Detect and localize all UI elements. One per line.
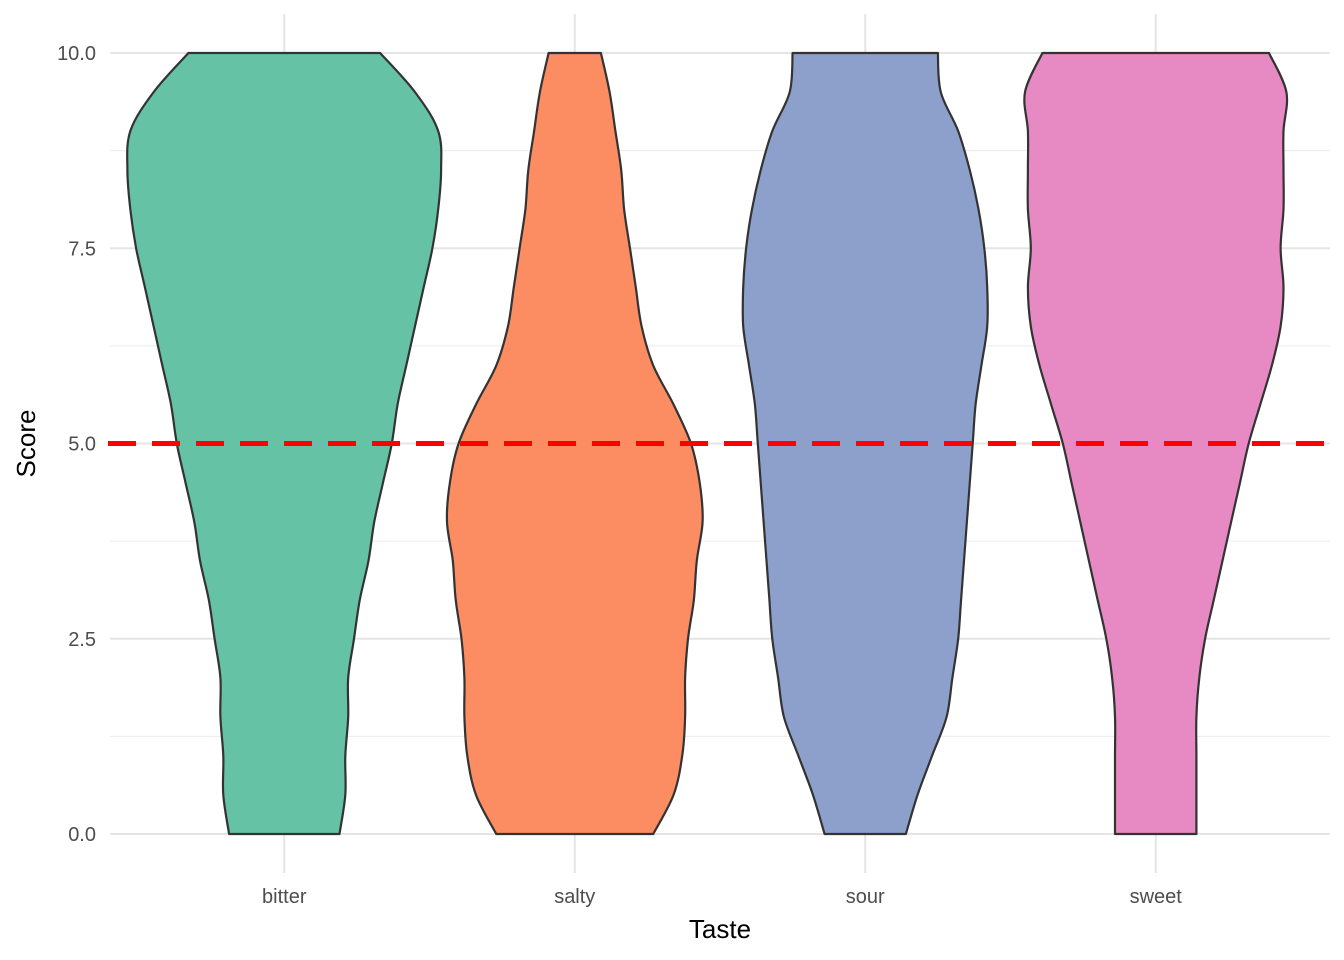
y-axis-title: Score bbox=[11, 410, 41, 478]
x-tick-label: sour bbox=[846, 886, 885, 908]
axis-layer: 0.0 2.5 5.0 7.5 10.0 bitter salty sour sweet bbox=[57, 43, 1182, 908]
x-tick-label: sweet bbox=[1130, 886, 1183, 908]
x-tick-label: bitter bbox=[262, 886, 307, 908]
violin-sweet bbox=[1023, 51, 1289, 836]
x-axis-title: Taste bbox=[689, 914, 751, 944]
y-tick-label: 2.5 bbox=[68, 629, 96, 651]
x-tick-label: salty bbox=[554, 886, 595, 908]
y-tick-label: 0.0 bbox=[68, 824, 96, 846]
y-tick-label: 10.0 bbox=[57, 43, 96, 65]
y-tick-label: 7.5 bbox=[68, 238, 96, 260]
y-tick-label: 5.0 bbox=[68, 434, 96, 456]
